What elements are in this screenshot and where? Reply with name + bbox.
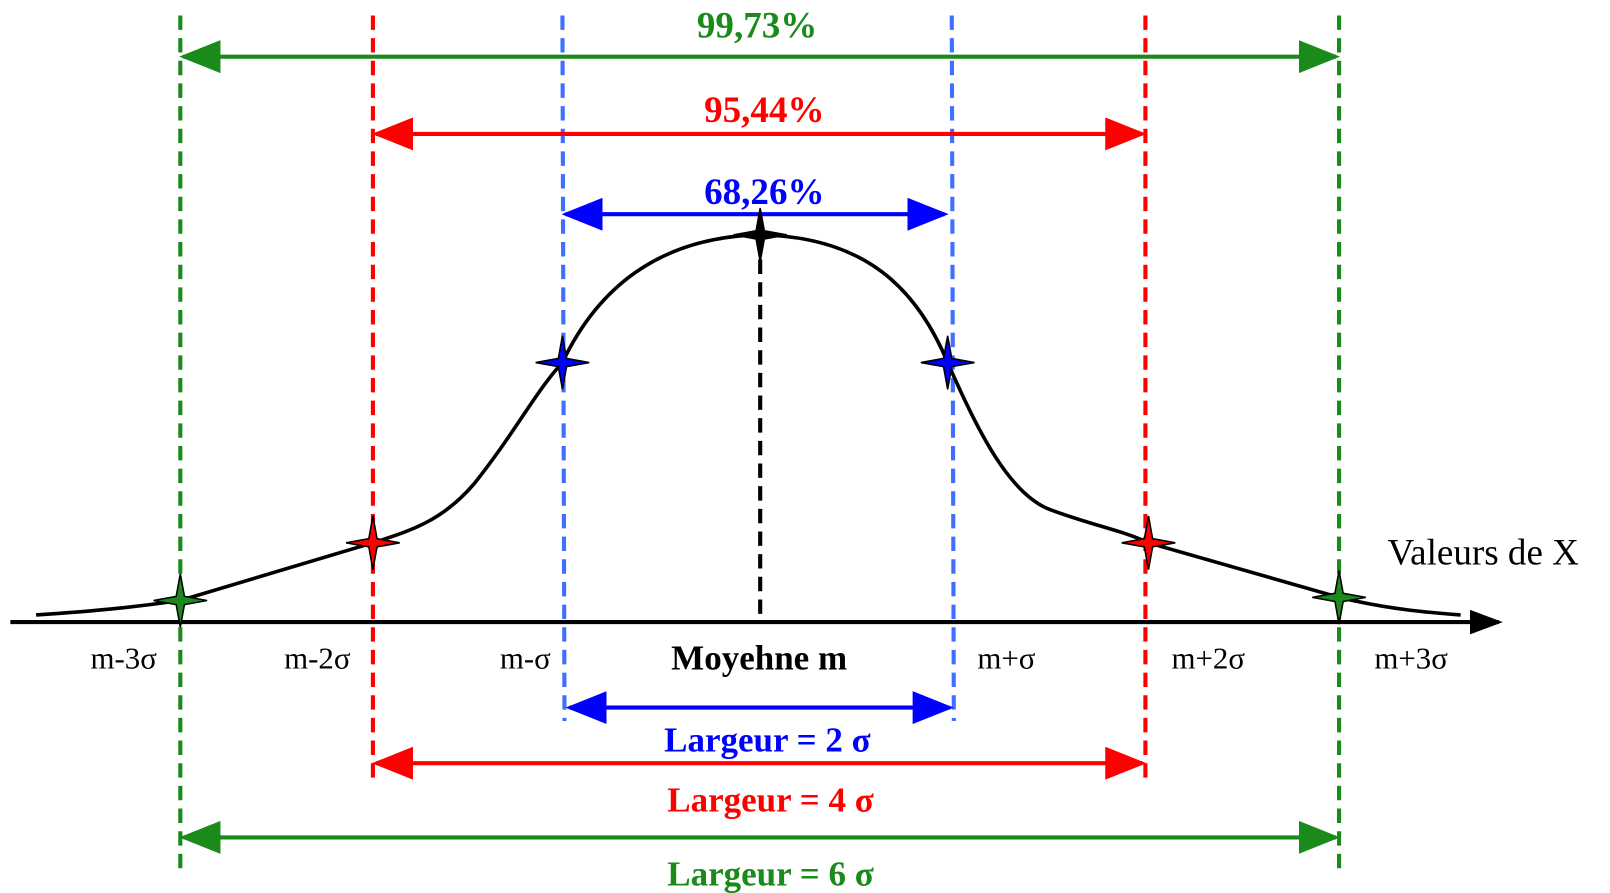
tick-label: m+2σ (1171, 640, 1245, 675)
mean-label: Moyehne m (671, 638, 847, 677)
star (1312, 570, 1366, 625)
curve (36, 233, 1461, 617)
width-label: Largeur = 2 σ (664, 721, 871, 760)
star (153, 573, 208, 628)
star (733, 207, 788, 262)
tick-label: m-2σ (284, 640, 351, 675)
percent-label: 95,44% (704, 90, 824, 131)
stars (153, 207, 1366, 628)
tick-label: m+σ (977, 640, 1035, 675)
percent-label: 99,73% (697, 5, 817, 46)
percent-label: 68,26% (704, 172, 824, 213)
star (535, 335, 590, 390)
axis-label: Valeurs de X (1388, 533, 1580, 574)
width-label: Largeur = 4 σ (667, 780, 874, 819)
width-label: Largeur = 6 σ (667, 855, 874, 893)
tick-label: m-3σ (90, 640, 157, 675)
tick-label: m-σ (500, 640, 551, 675)
star (1121, 515, 1176, 570)
star (346, 515, 400, 570)
star (920, 335, 975, 390)
arrows (179, 40, 1341, 854)
tick-label: m+3σ (1374, 640, 1448, 675)
